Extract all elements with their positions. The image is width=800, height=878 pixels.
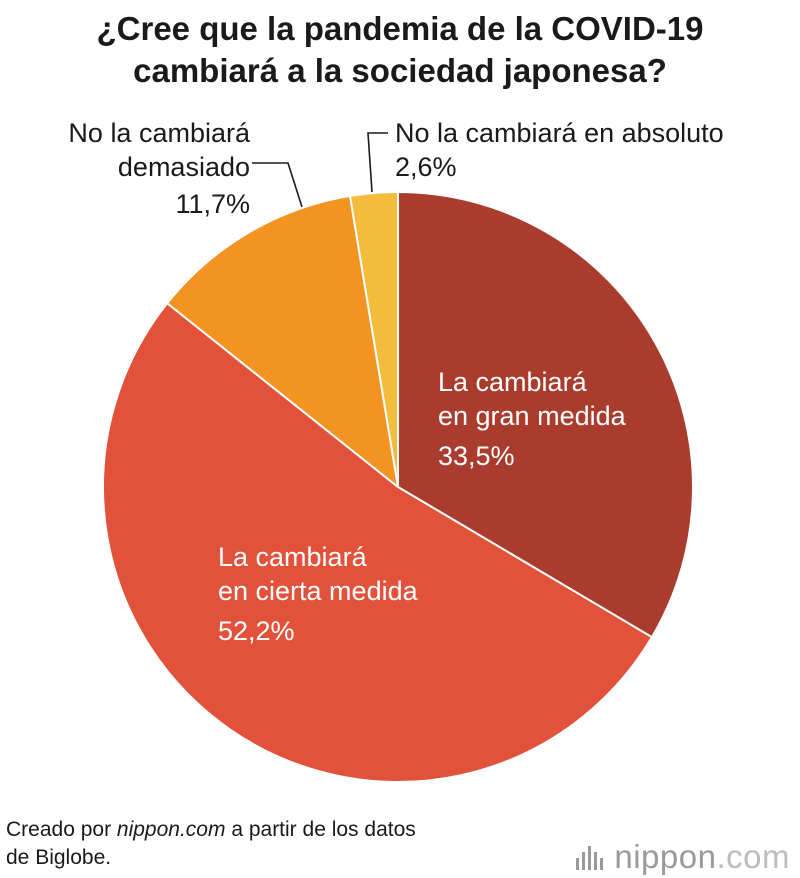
- slice-value-demasiado: 11,7%: [175, 189, 250, 219]
- slice-value-gran: 33,5%: [438, 441, 515, 471]
- slice-label-gran-line-1: La cambiará: [438, 367, 587, 397]
- logo-bars-icon: [576, 844, 606, 870]
- source-site: nippon.com: [116, 818, 226, 841]
- slice-label-demasiado-line-1: No la cambiará: [68, 118, 250, 148]
- slice-label-cierta-line-2: en cierta medida: [218, 576, 418, 606]
- slice-label-gran-line-2: en gran medida: [438, 401, 626, 431]
- leader-line-absoluto: [367, 132, 388, 193]
- slice-value-cierta: 52,2%: [218, 616, 295, 646]
- source-line-2: de Biglobe.: [6, 846, 112, 869]
- logo-tld: .com: [716, 838, 790, 875]
- pie-slice-gran: [397, 191, 694, 639]
- pie-slice-absoluto: [349, 191, 399, 488]
- slice-label-demasiado: No la cambiará demasiado 11,7%: [14, 116, 250, 221]
- leader-line-demasiado: [252, 162, 303, 208]
- nippon-logo: nippon.com: [576, 838, 790, 876]
- source-prefix: Creado por: [6, 818, 117, 841]
- pie-slice-demasiado: [166, 194, 399, 488]
- slice-label-gran: La cambiará en gran medida 33,5%: [438, 365, 626, 473]
- logo-name: nippon: [614, 838, 717, 875]
- slice-label-cierta-line-1: La cambiará: [218, 542, 367, 572]
- pie-slice-cierta: [102, 302, 653, 783]
- slice-value-absoluto: 2,6%: [395, 152, 457, 182]
- slice-label-cierta: La cambiará en cierta medida 52,2%: [218, 540, 418, 648]
- slice-label-demasiado-line-2: demasiado: [117, 152, 250, 182]
- source-note: Creado por nippon.com a partir de los da…: [6, 816, 416, 872]
- chart-title-line-1: ¿Cree que la pandemia de la COVID-19: [96, 10, 704, 47]
- slice-label-absoluto: No la cambiará en absoluto 2,6%: [395, 116, 724, 184]
- slice-label-absoluto-line-1: No la cambiará en absoluto: [395, 118, 724, 148]
- chart-title-line-2: cambiará a la sociedad japonesa?: [133, 52, 667, 89]
- source-suffix: a partir de los datos: [225, 818, 416, 841]
- chart-title: ¿Cree que la pandemia de la COVID-19 cam…: [0, 8, 800, 92]
